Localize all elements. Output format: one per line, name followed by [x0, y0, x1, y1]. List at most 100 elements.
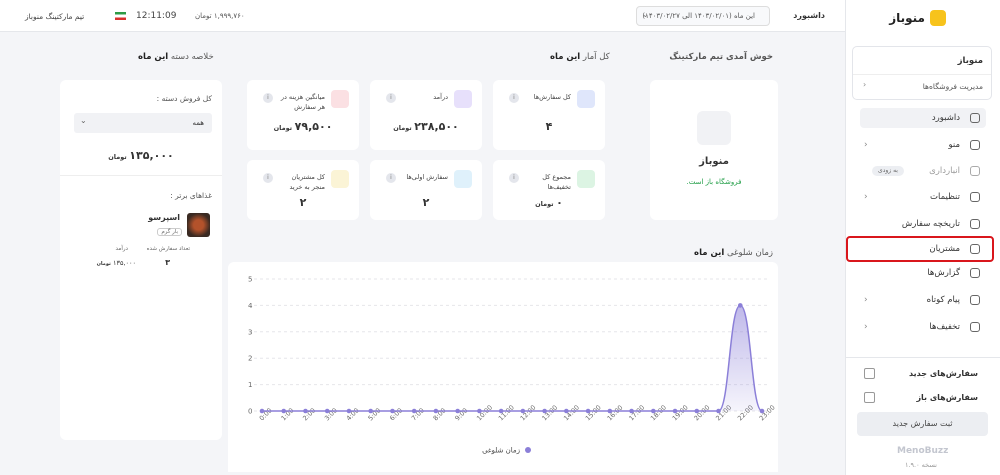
open-orders-toggle[interactable]	[864, 392, 875, 403]
balance: ۱,۹۹۹,۷۶۰ تومان	[195, 12, 245, 20]
user-menu[interactable]: تیم مارکتینگ منوباز	[25, 12, 85, 21]
x-tick-label: 8:00	[432, 406, 448, 422]
menu-item[interactable]: تاریخچه سفارش	[860, 214, 986, 234]
x-tick-label: 16:00	[606, 404, 625, 423]
chevron: ‹	[863, 80, 867, 89]
x-tick-label: 15:00	[584, 404, 603, 423]
point	[629, 408, 634, 414]
category-total: ۱۳۵,۰۰۰ تومان	[60, 149, 222, 162]
menu-item: انبارداری به زودی	[860, 161, 986, 181]
y-tick-label: 5	[248, 276, 252, 284]
total-value: ۱۳۵,۰۰۰	[129, 149, 174, 162]
stat-unit: تومان	[273, 124, 293, 132]
x-tick-label: 4:00	[345, 406, 361, 422]
point	[281, 408, 287, 414]
revenue-value: ۱۳۵,۰۰۰ تومان	[97, 259, 136, 267]
chart-title-bold: این ماه	[694, 248, 725, 258]
top-label: غذاهای برتر :	[170, 191, 212, 200]
info-icon[interactable]: i	[509, 93, 519, 103]
stat-unit: تومان	[535, 200, 554, 208]
point	[498, 408, 504, 414]
date-range[interactable]: این ماه (۱۴۰۳/۰۲/۰۱ الی ۱۴۰۳/۰۲/۲۷) ⌄	[636, 6, 770, 26]
stat-value: ۲	[370, 196, 482, 209]
logo-text: منوباز	[889, 11, 925, 25]
menu-label: منو	[948, 140, 960, 150]
stat-value: ۴	[493, 120, 605, 133]
x-tick-label: 2:00	[301, 406, 317, 422]
point	[607, 408, 613, 414]
stat-card: مجموع کل تخفیف‌ها i ۰ تومان	[493, 160, 605, 220]
stat-value: ۰ تومان	[493, 196, 605, 209]
menu-item[interactable]: تخفیف‌ها ‹	[860, 317, 986, 337]
y-tick-label: 2	[248, 355, 252, 363]
info-icon[interactable]: i	[263, 93, 273, 103]
date-range-text: این ماه (۱۴۰۳/۰۲/۰۱ الی ۱۴۰۳/۰۲/۲۷)	[642, 12, 755, 20]
point	[694, 408, 700, 414]
x-tick-label: 5:00	[366, 406, 382, 422]
category-panel: کل فروش دسته : همه ⌄ ۱۳۵,۰۰۰ تومان غذاها…	[60, 80, 222, 440]
info-icon[interactable]: i	[386, 93, 396, 103]
menu-item[interactable]: پیام کوتاه ‹	[860, 290, 986, 310]
category-select[interactable]: همه ⌄	[74, 113, 212, 133]
count-value: ۳	[165, 258, 170, 267]
y-tick-label: 4	[248, 302, 253, 310]
x-tick-label: 6:00	[388, 406, 404, 422]
point	[346, 408, 352, 414]
chevron: ‹	[864, 140, 868, 150]
stat-icon	[577, 170, 595, 188]
stat-icon	[331, 90, 349, 108]
menu-item[interactable]: داشبورد	[860, 108, 986, 128]
store-status: فروشگاه باز است.	[686, 178, 742, 186]
menu-item[interactable]: گزارش‌ها	[860, 263, 986, 283]
y-tick-label: 3	[248, 328, 252, 336]
new-orders[interactable]: سفارش‌های جدید	[909, 369, 978, 378]
category-title-bold: این ماه	[138, 52, 169, 62]
stat-number: ۷۹,۵۰۰	[294, 120, 333, 133]
chevron: ‹	[864, 295, 868, 305]
point	[477, 408, 482, 414]
menu-item[interactable]: تنظیمات ‹	[860, 187, 986, 207]
balance-value: ۱,۹۹۹,۷۶۰	[213, 12, 245, 20]
info-icon[interactable]: i	[263, 173, 273, 183]
stat-value: ۲	[247, 196, 359, 209]
divider	[846, 357, 1000, 358]
icon	[970, 268, 980, 278]
stat-label: سفارش اولی‌ها	[406, 173, 448, 181]
revenue-number: ۱۳۵,۰۰۰	[112, 259, 136, 267]
stat-number: ۰	[556, 196, 563, 209]
store-box: منوباز مدیریت فروشگاه‌ها ‹	[852, 46, 992, 100]
icon	[970, 140, 980, 150]
icon	[970, 219, 980, 229]
store-card: منوباز فروشگاه باز است.	[650, 80, 778, 220]
chart-title: زمان شلوغی این ماه	[694, 248, 773, 258]
x-tick-label: 14:00	[562, 404, 581, 423]
menu-item[interactable]: مشتریان	[860, 239, 986, 259]
stat-label: کل سفارش‌ها	[533, 93, 571, 101]
new-order-button[interactable]: ثبت سفارش جدید	[857, 412, 988, 436]
menu-label: مشتریان	[929, 244, 960, 254]
y-tick-label: 0	[248, 408, 252, 416]
stat-number: ۴	[545, 120, 553, 133]
open-orders[interactable]: سفارش‌های باز	[916, 393, 978, 402]
point	[433, 408, 439, 414]
item-image	[187, 213, 210, 237]
stat-number: ۲	[299, 196, 307, 209]
info-icon[interactable]: i	[509, 173, 519, 183]
chevron: ‹	[864, 192, 868, 202]
category-title: خلاصه دسته این ماه	[138, 52, 214, 62]
stat-number: ۲۳۸,۵۰۰	[414, 120, 459, 133]
chevron: ‹	[864, 322, 868, 332]
info-icon[interactable]: i	[386, 173, 396, 183]
sales-label: کل فروش دسته :	[156, 94, 212, 103]
revenue-label: درآمد	[115, 246, 128, 252]
x-tick-label: 7:00	[410, 406, 426, 422]
x-tick-label: 17:00	[627, 404, 646, 423]
logo-icon	[930, 10, 946, 26]
menu-label: انبارداری	[929, 166, 960, 176]
category-title-text: خلاصه دسته	[170, 52, 214, 62]
icon	[970, 295, 980, 305]
store-manage[interactable]: مدیریت فروشگاه‌ها	[922, 82, 983, 91]
welcome-title: خوش آمدی تیم مارکتینگ	[669, 52, 773, 62]
menu-item[interactable]: منو ‹	[860, 135, 986, 155]
new-orders-toggle[interactable]	[864, 368, 875, 379]
